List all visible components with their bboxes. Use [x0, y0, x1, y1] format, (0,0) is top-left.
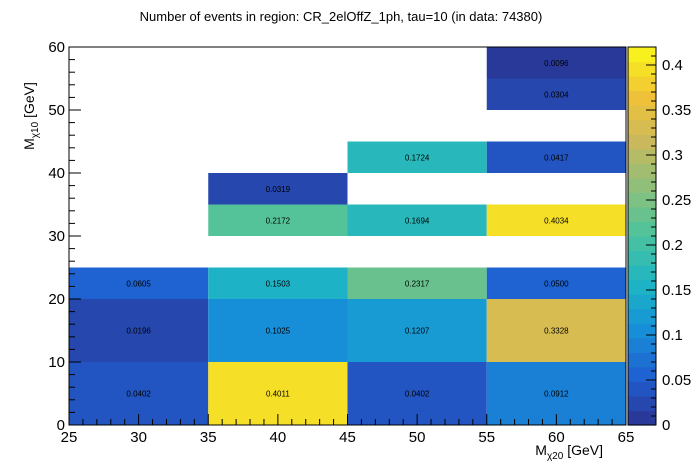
- z-tick-label: 0: [662, 417, 670, 434]
- cell-value-label: 0.0319: [266, 185, 291, 194]
- cell-value-label: 0.0096: [544, 59, 569, 68]
- heatmap-cell: [69, 267, 209, 299]
- cell-value-label: 0.4011: [266, 390, 290, 399]
- heatmap-cells: 0.0402 0.4011 0.0402 0.0912 0.0196 0.1025 0.12…: [69, 47, 626, 425]
- palette-band: [628, 279, 656, 295]
- palette-band: [628, 134, 656, 150]
- palette-band: [628, 47, 656, 63]
- heatmap-cell: [486, 267, 626, 299]
- z-tick-label: 0.4: [662, 57, 683, 74]
- x-tick-label: 30: [130, 429, 147, 446]
- chart-title: Number of events in region: CR_2elOffZ_1…: [140, 9, 543, 24]
- y-tick-label: 30: [48, 228, 65, 245]
- heatmap-cell: [347, 267, 487, 299]
- heatmap-cell: [208, 173, 348, 205]
- x-axis: 25 30 35 40 45 50 55 60 65: [61, 414, 635, 446]
- y-axis-title: Mχ10 [GeV]: [21, 82, 41, 150]
- cell-value-label: 0.0417: [544, 153, 569, 162]
- y-tick-label: 40: [48, 165, 65, 182]
- cell-value-label: 0.0500: [544, 279, 569, 288]
- palette-band: [628, 410, 656, 426]
- heatmap-cell: [486, 78, 626, 110]
- cell-value-label: 0.3328: [544, 327, 569, 336]
- heatmap-cell: [486, 47, 626, 79]
- cell-value-label: 0.0196: [126, 327, 151, 336]
- palette-band: [628, 192, 656, 208]
- cell-value-label: 0.2317: [405, 279, 430, 288]
- color-palette-bar: 0 0.05 0.1 0.15 0.2 0.25 0.3 0.35 0.4: [627, 46, 691, 434]
- heatmap-cell: [486, 204, 626, 236]
- heatmap-cell: [347, 141, 487, 173]
- heatmap-cell: [208, 267, 348, 299]
- palette-band: [628, 236, 656, 252]
- x-tick-label: 45: [339, 429, 356, 446]
- palette-band: [628, 381, 656, 397]
- z-tick-label: 0.2: [662, 237, 683, 254]
- palette-band: [628, 148, 656, 164]
- cell-value-label: 0.2172: [266, 216, 291, 225]
- cell-value-label: 0.0304: [544, 90, 569, 99]
- y-axis: 0 10 20 30 40 50 60: [48, 39, 81, 434]
- cell-value-label: 0.0402: [126, 390, 151, 399]
- x-tick-label: 35: [200, 429, 217, 446]
- cell-value-label: 0.0402: [405, 390, 430, 399]
- cell-value-label: 0.4034: [544, 216, 569, 225]
- palette-band: [628, 76, 656, 92]
- palette-band: [628, 294, 656, 310]
- y-tick-label: 60: [48, 39, 65, 56]
- palette-band: [628, 177, 656, 193]
- palette-band: [628, 308, 656, 324]
- heatmap-cell: [69, 299, 209, 362]
- z-tick-label: 0.15: [662, 282, 691, 299]
- heatmap-cell: [347, 204, 487, 236]
- z-tick-label: 0.25: [662, 192, 691, 209]
- z-tick-label: 0.05: [662, 372, 691, 389]
- palette-band: [628, 221, 656, 237]
- palette-band: [628, 163, 656, 179]
- palette-band: [628, 337, 656, 353]
- palette-band: [628, 366, 656, 382]
- heatmap-cell: [486, 141, 626, 173]
- heatmap-cell: [208, 204, 348, 236]
- palette-band: [628, 90, 656, 106]
- palette-band: [628, 352, 656, 368]
- cell-value-label: 0.1724: [405, 153, 430, 162]
- heatmap-cell: [347, 299, 487, 362]
- y-tick-label: 50: [48, 102, 65, 119]
- z-tick-label: 0.1: [662, 327, 683, 344]
- palette-band: [628, 105, 656, 121]
- cell-value-label: 0.1503: [266, 279, 291, 288]
- heatmap-cell: [208, 299, 348, 362]
- cell-value-label: 0.1025: [266, 327, 291, 336]
- cell-value-label: 0.1207: [405, 327, 430, 336]
- palette-band: [628, 250, 656, 266]
- palette-band: [628, 265, 656, 281]
- cell-value-label: 0.0605: [126, 279, 151, 288]
- y-tick-label: 10: [48, 354, 65, 371]
- palette-band: [628, 206, 656, 223]
- cell-value-label: 0.0912: [544, 390, 569, 399]
- z-tick-label: 0.3: [662, 147, 683, 164]
- x-tick-label: 40: [270, 429, 287, 446]
- x-tick-label: 65: [618, 429, 635, 446]
- x-tick-label: 55: [478, 429, 495, 446]
- x-tick-label: 25: [61, 429, 78, 446]
- z-tick-label: 0.35: [662, 102, 691, 119]
- y-tick-label: 0: [57, 417, 65, 434]
- x-tick-label: 50: [409, 429, 426, 446]
- heatmap-cell: [486, 299, 626, 362]
- x-axis-title: Mχ20 [GeV]: [535, 442, 603, 462]
- y-tick-label: 20: [48, 291, 65, 308]
- cell-value-label: 0.1694: [405, 216, 430, 225]
- palette-band: [628, 395, 656, 412]
- x-tick-label: 60: [548, 429, 565, 446]
- palette-band: [628, 119, 656, 135]
